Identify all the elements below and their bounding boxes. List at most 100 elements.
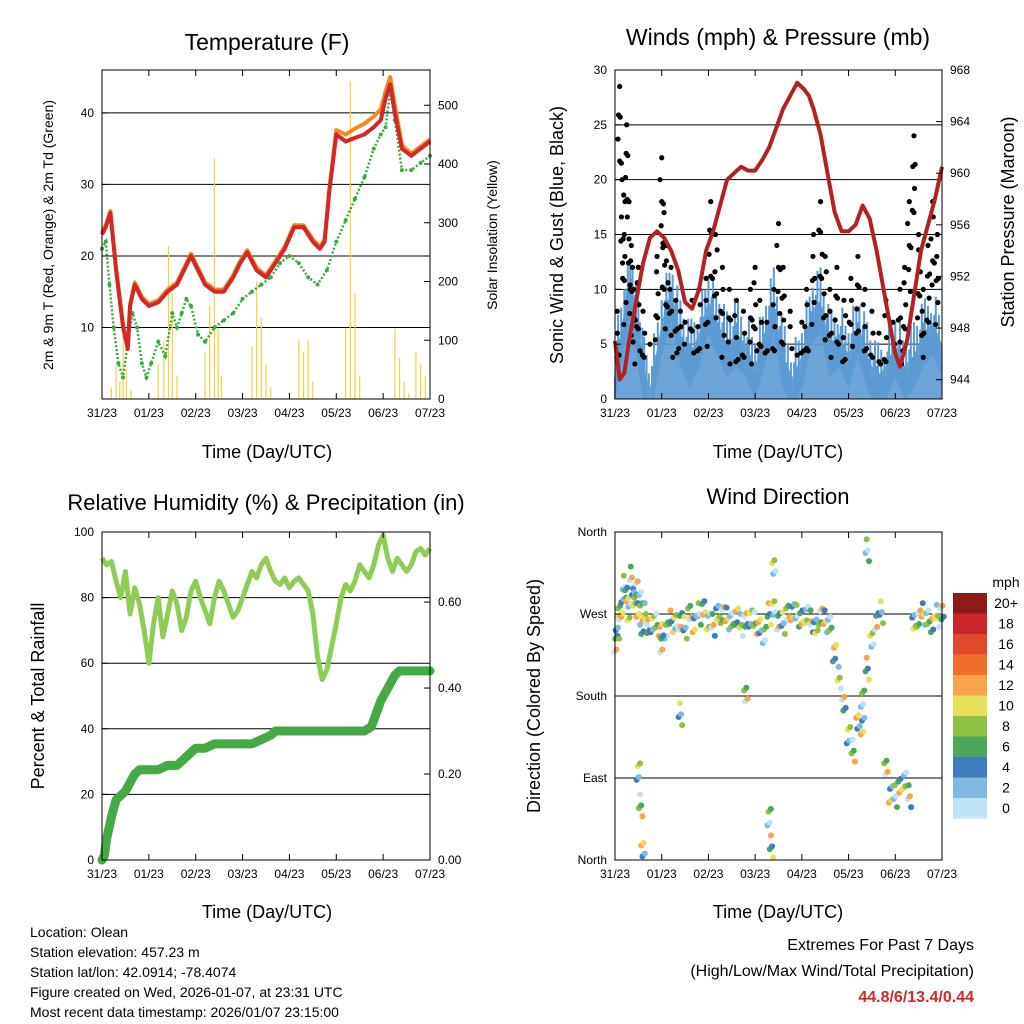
winds-y2-ticks: 944 948 952 956 960 964 968 (936, 63, 970, 387)
gust-point-60 (934, 231, 940, 238)
gust-point-11-5 (652, 337, 658, 343)
colorbar-label-0: 20+ (994, 595, 1018, 611)
winds-xtick-label-4: 04/23 (787, 406, 817, 420)
gust-point-33-4 (775, 288, 781, 295)
wind-direction-point-37-1 (751, 609, 758, 616)
wind-direction-point-60-3 (861, 687, 868, 694)
colorbar-swatch-7 (953, 736, 987, 757)
wind-direction-point-25-3 (697, 621, 704, 628)
dewpoint-point-9 (139, 361, 144, 366)
temperature-y-tick-label-1: 20 (81, 249, 95, 263)
gust-point-25-3 (725, 339, 731, 345)
gust-point-41-2 (821, 291, 827, 297)
winds-panel: Winds (mph) & Pressure (mb) 31/23 01/23 02… (547, 24, 1018, 462)
gust-point-44-2 (840, 334, 846, 341)
humidity-xtick-label-6: 06/23 (368, 867, 398, 881)
gust-point-40-2 (817, 229, 824, 235)
wind-direction-xtick-label-7: 07/23 (927, 867, 957, 881)
solar-y2-tick-label-2: 200 (438, 275, 458, 289)
dewpoint-point-40 (383, 125, 388, 130)
gust-point-60-3 (933, 277, 939, 284)
wind-direction-point-67-3 (894, 804, 901, 811)
wind-direction-xlabel: Time (Day/UTC) (713, 902, 843, 922)
pressure-y2-tick-label-1: 948 (950, 321, 970, 335)
wind-direction-point-58-1 (849, 736, 856, 743)
wind-direction-point-59-3 (856, 723, 863, 730)
humidity-xtick-label-7: 07/23 (415, 867, 445, 881)
gust-point-46-5 (853, 330, 859, 336)
gust-point-53-4 (902, 326, 908, 332)
created-text: Figure created on Wed, 2026-01-07, at 23… (30, 984, 343, 1000)
gust-point-28 (747, 286, 754, 292)
wind-direction-point-70-2 (906, 793, 913, 800)
humidity-line (99, 532, 433, 683)
wind-direction-point-19-1 (667, 607, 674, 614)
temperature-xtick-label-7: 07/23 (415, 406, 445, 420)
dewpoint-point-15 (174, 325, 179, 330)
gust-point-55-3 (911, 185, 918, 192)
wind-direction-xtick-label-1: 01/23 (647, 867, 677, 881)
wind-direction-y-tick-label-4: North (578, 525, 607, 539)
wind-direction-point-64-2 (878, 609, 885, 616)
temperature-grid (102, 112, 430, 328)
wind-direction-point-81-3 (767, 805, 774, 812)
wind-direction-point-40-3 (767, 621, 774, 628)
gust-point-54-1 (905, 220, 911, 227)
wind-direction-point-0-2 (613, 646, 620, 653)
wind-direction-series (611, 536, 947, 861)
gust-point-55 (911, 133, 917, 139)
wind-direction-point-10-3 (637, 621, 644, 628)
colorbar-label-1: 18 (998, 616, 1014, 632)
wind-direction-point-88-2 (864, 547, 871, 554)
dewpoint-point-1 (103, 239, 108, 244)
gust-point-5-2 (626, 236, 632, 242)
gust-point-42-3 (826, 332, 832, 338)
wind-direction-point-77-2 (939, 602, 946, 609)
gust-point-58-3 (926, 295, 932, 301)
dewpoint-point-36 (353, 196, 358, 201)
winds-xtick-label-5: 05/23 (834, 406, 864, 420)
gust-point-3-1 (622, 253, 628, 260)
gust-point-3-4 (623, 299, 629, 306)
temp-2m-series (100, 82, 432, 351)
winds-x-ticks: 31/23 01/23 02/23 03/23 04/23 05/23 06/23 07/23 (600, 70, 957, 420)
wind-direction-point-72-2 (916, 621, 923, 628)
gust-point-11-2 (655, 291, 661, 297)
dewpoint-point-11 (149, 361, 154, 366)
wind-direction-point-62-3 (870, 641, 877, 648)
wind-direction-title: Wind Direction (706, 484, 849, 509)
wind-direction-point-88-1 (863, 536, 870, 543)
gust-point-48-1 (870, 330, 876, 336)
solar-y2-tick-label-4: 400 (438, 157, 458, 171)
dewpoint-point-13 (163, 354, 168, 359)
wind-direction-point-61-1 (863, 654, 870, 661)
wind-direction-point-86-2 (743, 684, 750, 691)
wind-direction-point-65-3 (884, 768, 891, 775)
winds-y-tick-label-1: 5 (600, 337, 607, 351)
gust-point-35 (787, 308, 793, 314)
wind-direction-xtick-label-0: 31/23 (600, 867, 630, 881)
gust-point-14-4 (664, 304, 671, 310)
temperature-y-tick-label-2: 30 (81, 177, 95, 191)
winds-y-tick-label-4: 20 (594, 173, 608, 187)
humidity-x-ticks: 31/23 01/23 02/23 03/23 04/23 05/23 06/23 07/23 (87, 532, 445, 881)
gust-series (614, 83, 942, 367)
dewpoint-point-44 (409, 168, 414, 173)
pressure-y2-tick-label-2: 952 (950, 269, 970, 283)
wind-direction-point-6-2 (626, 614, 633, 621)
gust-point-46-2 (856, 284, 862, 290)
gust-point-57-1 (919, 308, 925, 314)
humidity-y-tick-label-5: 100 (74, 525, 94, 539)
gust-point-21-3 (702, 321, 709, 328)
gust-point-38-1 (804, 302, 810, 308)
gust-point-42-4 (828, 354, 834, 360)
gust-point-28-2 (749, 317, 755, 323)
winds-y-ticks: 0 5 10 15 20 25 30 (594, 63, 621, 406)
wind-direction-point-79-3 (639, 813, 646, 820)
gust-point-14-2 (665, 280, 671, 286)
gust-point-2-1 (621, 192, 627, 198)
gust-point-34-3 (781, 317, 787, 323)
gust-point-33-1 (774, 242, 780, 249)
precip-y2-ticks: 0.00 0.20 0.40 0.60 (424, 595, 462, 867)
wind-direction-point-73-1 (919, 600, 926, 607)
